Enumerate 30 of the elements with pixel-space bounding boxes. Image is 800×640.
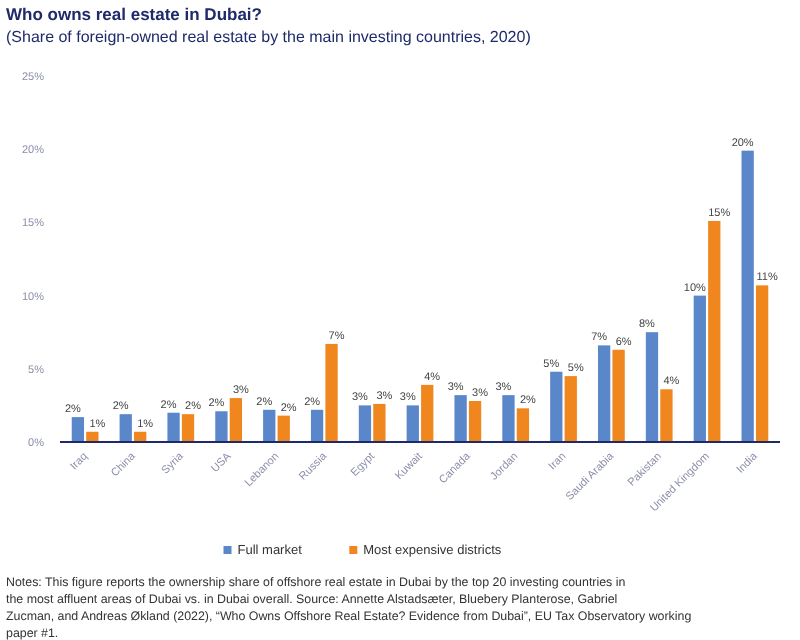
- bar: [263, 409, 276, 442]
- bar: [645, 332, 659, 442]
- bar: [564, 376, 577, 442]
- bar: [741, 150, 754, 442]
- bar: [468, 401, 482, 442]
- chart-subtitle: (Share of foreign-owned real estate by the main investing countries, 2020): [6, 28, 532, 46]
- bar: [310, 409, 324, 442]
- bar: [421, 384, 434, 442]
- bar: [612, 349, 625, 442]
- chart-title: Who owns real estate in Dubai?: [6, 4, 262, 24]
- bar: [660, 389, 673, 442]
- bar: [325, 343, 338, 442]
- bar: [119, 414, 132, 442]
- bar: [215, 411, 228, 442]
- bar: [167, 412, 180, 442]
- bar: [550, 371, 563, 442]
- bar: [708, 220, 721, 442]
- bar: [597, 345, 611, 442]
- bar: [181, 414, 195, 442]
- bar: [358, 405, 372, 442]
- bar: [277, 415, 290, 442]
- bar: [71, 417, 85, 442]
- bar: [693, 295, 706, 442]
- bar: [373, 403, 386, 442]
- bar: [755, 285, 769, 442]
- bar: [229, 398, 243, 442]
- bar: [406, 405, 419, 442]
- bar: [502, 395, 515, 442]
- bar: [516, 408, 530, 442]
- bar: [454, 395, 467, 442]
